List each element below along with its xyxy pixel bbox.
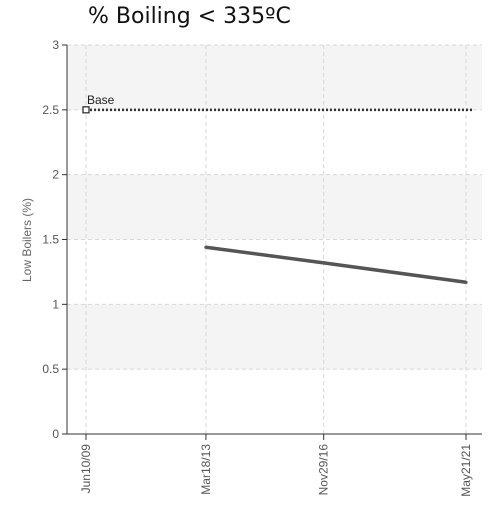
series-line [205,245,467,285]
x-tick-label: May21/21 [459,444,473,497]
x-axis-ticks: Jun10/09 Mar18/13 Nov29/16 May21/21 [79,434,473,497]
x-tick-label: Jun10/09 [79,444,93,494]
y-tick-label: 0.5 [42,362,59,376]
reference-line-label: Base [87,93,115,107]
background-band [67,304,482,370]
reference-lines: Base [82,93,472,114]
y-tick-label: 1 [52,297,59,311]
background-band [67,174,482,240]
y-tick-label: 0 [52,427,59,441]
y-tick-label: 1.5 [42,233,59,247]
y-axis-label: Low Boilers (%) [20,198,34,282]
data-point [322,261,326,265]
y-tick-label: 3 [52,38,59,52]
background-band [67,45,482,110]
x-tick-label: Nov29/16 [317,444,331,496]
plot-background-bands [67,45,482,370]
y-tick-label: 2 [52,168,59,182]
chart-title: % Boiling < 335ºC [88,4,291,29]
x-tick-label: Mar18/13 [199,444,213,495]
y-axis-ticks: 0 0.5 1 1.5 2 2.5 3 [42,38,67,441]
data-series [204,245,468,285]
data-point [464,280,468,284]
y-tick-label: 2.5 [42,103,59,117]
data-point [204,245,208,249]
reference-line-marker [82,106,90,114]
